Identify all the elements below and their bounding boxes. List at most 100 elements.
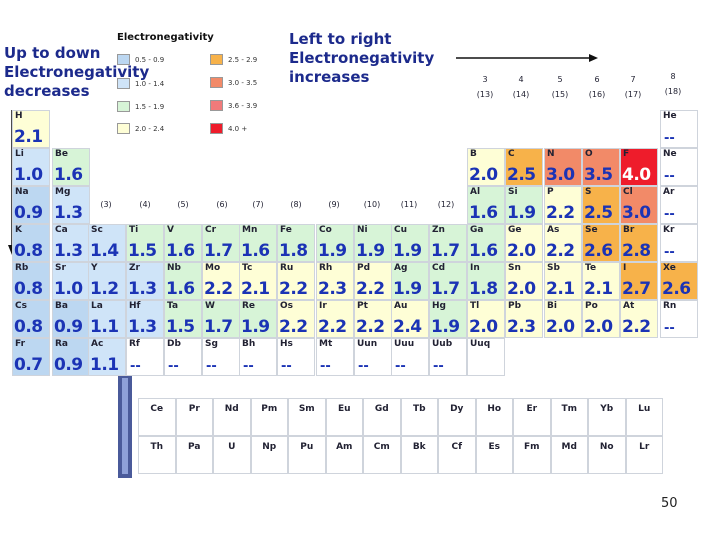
electronegativity-value: 2.1 bbox=[546, 279, 575, 299]
element-cell: Sg -- bbox=[202, 338, 240, 376]
legend-range-label: 3.0 - 3.5 bbox=[228, 79, 258, 87]
electronegativity-value: 3.0 bbox=[622, 203, 651, 223]
electronegativity-value: 2.2 bbox=[356, 317, 385, 337]
element-cell: B 2.0 bbox=[467, 148, 505, 186]
element-cell: Te 2.1 bbox=[582, 262, 620, 300]
group-label: (6) bbox=[216, 200, 228, 209]
electronegativity-value: 2.2 bbox=[279, 317, 308, 337]
element-symbol: Cs bbox=[15, 301, 27, 311]
electronegativity-value: 2.3 bbox=[318, 279, 347, 299]
legend-swatch bbox=[117, 54, 130, 65]
element-symbol: As bbox=[547, 225, 560, 235]
element-symbol: Rn bbox=[663, 301, 677, 311]
element-cell: Cl 3.0 bbox=[620, 186, 658, 224]
group-label: (5) bbox=[177, 200, 189, 209]
element-cell: Uuq bbox=[467, 338, 505, 376]
element-symbol: K bbox=[15, 225, 22, 235]
element-symbol: Ni bbox=[357, 225, 368, 235]
element-cell: P 2.2 bbox=[544, 186, 582, 224]
electronegativity-value: 3.0 bbox=[546, 165, 575, 185]
electronegativity-value: 2.2 bbox=[622, 317, 651, 337]
element-cell: Ti 1.5 bbox=[126, 224, 164, 262]
f-block-cell: Np bbox=[250, 436, 288, 474]
electronegativity-value: 2.6 bbox=[584, 241, 613, 261]
electronegativity-value: 0.8 bbox=[14, 317, 43, 337]
electronegativity-value: -- bbox=[664, 169, 675, 184]
element-symbol: Te bbox=[585, 263, 597, 273]
element-cell: C 2.5 bbox=[505, 148, 543, 186]
element-cell: Uun -- bbox=[354, 338, 392, 376]
f-block-cell: Am bbox=[325, 436, 363, 474]
electronegativity-value: 2.0 bbox=[507, 241, 536, 261]
electronegativity-value: 1.9 bbox=[393, 279, 422, 299]
legend-swatch bbox=[117, 78, 130, 89]
element-symbol: Br bbox=[623, 225, 635, 235]
electronegativity-value: 1.0 bbox=[54, 279, 83, 299]
f-block-cell: Eu bbox=[325, 398, 363, 436]
element-symbol: Mt bbox=[319, 339, 333, 349]
electronegativity-value: 1.7 bbox=[204, 317, 233, 337]
f-block-cell: Es bbox=[475, 436, 513, 474]
element-symbol: Na bbox=[15, 187, 29, 197]
element-cell: Sc 1.4 bbox=[88, 224, 126, 262]
element-cell: I 2.7 bbox=[620, 262, 658, 300]
element-symbol: Uun bbox=[357, 339, 378, 349]
electronegativity-value: 1.6 bbox=[469, 203, 498, 223]
element-symbol: Zn bbox=[432, 225, 445, 235]
f-block-cell: Pa bbox=[175, 436, 213, 474]
element-cell: Po 2.0 bbox=[582, 300, 620, 338]
element-symbol: Ac bbox=[91, 339, 104, 349]
group-label: (4) bbox=[139, 200, 151, 209]
element-symbol: Bh bbox=[242, 339, 256, 349]
element-symbol: Be bbox=[55, 149, 68, 159]
legend-swatch bbox=[210, 54, 223, 65]
legend-range-label: 2.0 - 2.4 bbox=[135, 125, 165, 133]
element-cell: Bi 2.0 bbox=[544, 300, 582, 338]
element-cell: Nb 1.6 bbox=[164, 262, 202, 300]
electronegativity-value: 1.7 bbox=[431, 241, 460, 261]
electronegativity-value: 2.0 bbox=[469, 317, 498, 337]
element-symbol: Uuu bbox=[394, 339, 415, 349]
electronegativity-value: 1.1 bbox=[90, 317, 119, 337]
element-cell: Al 1.6 bbox=[467, 186, 505, 224]
element-symbol: Se bbox=[585, 225, 598, 235]
electronegativity-value: 1.3 bbox=[54, 203, 83, 223]
element-symbol: F bbox=[623, 149, 630, 159]
electronegativity-value: 3.5 bbox=[584, 165, 613, 185]
electronegativity-value: 1.9 bbox=[356, 241, 385, 261]
electronegativity-value: 1.6 bbox=[469, 241, 498, 261]
f-block-cell: Pr bbox=[175, 398, 213, 436]
element-cell: Os 2.2 bbox=[277, 300, 315, 338]
element-cell: Ta 1.5 bbox=[164, 300, 202, 338]
electronegativity-value: 2.2 bbox=[318, 317, 347, 337]
element-cell: Cu 1.9 bbox=[391, 224, 429, 262]
element-cell: Br 2.8 bbox=[620, 224, 658, 262]
f-block-cell: Tm bbox=[550, 398, 588, 436]
element-cell: Hs -- bbox=[277, 338, 315, 376]
element-symbol: N bbox=[547, 149, 555, 159]
element-symbol: Rf bbox=[129, 339, 140, 349]
element-cell: S 2.5 bbox=[582, 186, 620, 224]
element-symbol: Ga bbox=[470, 225, 484, 235]
electronegativity-value: -- bbox=[395, 359, 406, 374]
electronegativity-value: 2.2 bbox=[356, 279, 385, 299]
element-cell: He -- bbox=[660, 110, 698, 148]
element-symbol: Mo bbox=[205, 263, 221, 273]
element-symbol: Rh bbox=[319, 263, 333, 273]
element-cell: Cd 1.7 bbox=[429, 262, 467, 300]
group-label: 6 (16) bbox=[588, 75, 606, 99]
element-cell: F 4.0 bbox=[620, 148, 658, 186]
element-cell: Rb 0.8 bbox=[12, 262, 50, 300]
element-symbol: Hs bbox=[280, 339, 293, 349]
element-symbol: Fe bbox=[280, 225, 292, 235]
element-symbol: P bbox=[547, 187, 554, 197]
element-cell: Na 0.9 bbox=[12, 186, 50, 224]
electronegativity-value: 2.2 bbox=[279, 279, 308, 299]
element-symbol: Db bbox=[167, 339, 181, 349]
f-block-cell: Th bbox=[138, 436, 176, 474]
element-symbol: B bbox=[470, 149, 477, 159]
f-block-cell: Dy bbox=[438, 398, 476, 436]
f-block-cell: Nd bbox=[213, 398, 251, 436]
element-cell: Hg 1.9 bbox=[429, 300, 467, 338]
electronegativity-value: 2.3 bbox=[507, 317, 536, 337]
